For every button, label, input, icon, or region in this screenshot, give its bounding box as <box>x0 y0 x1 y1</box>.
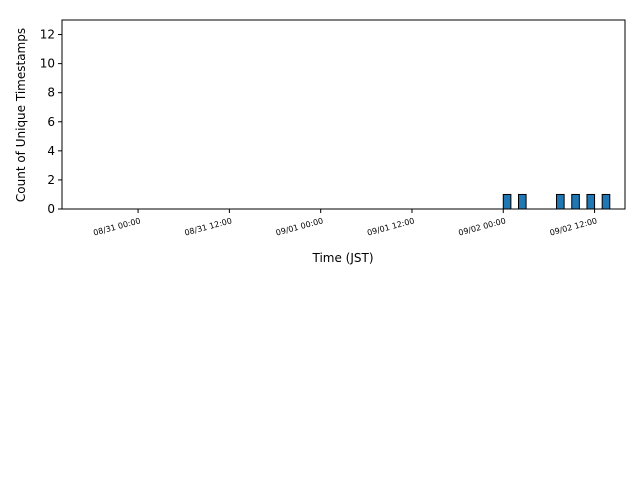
bar <box>601 193 611 210</box>
y-tick-label: 12 <box>40 28 55 42</box>
bar <box>556 193 565 210</box>
y-tick-label: 4 <box>47 144 55 158</box>
bar <box>571 193 580 210</box>
bar <box>502 193 512 210</box>
y-tick-label: 8 <box>47 86 55 100</box>
y-axis-label: Count of Unique Timestamps <box>14 28 28 202</box>
bar <box>517 193 527 210</box>
y-tick-label: 2 <box>47 173 55 187</box>
y-tick-label: 6 <box>47 115 55 129</box>
plot-frame <box>61 19 626 210</box>
y-tick-label: 0 <box>47 202 55 216</box>
x-axis-label: Time (JST) <box>311 251 373 265</box>
bar <box>586 193 596 210</box>
y-tick-label: 10 <box>40 57 55 71</box>
